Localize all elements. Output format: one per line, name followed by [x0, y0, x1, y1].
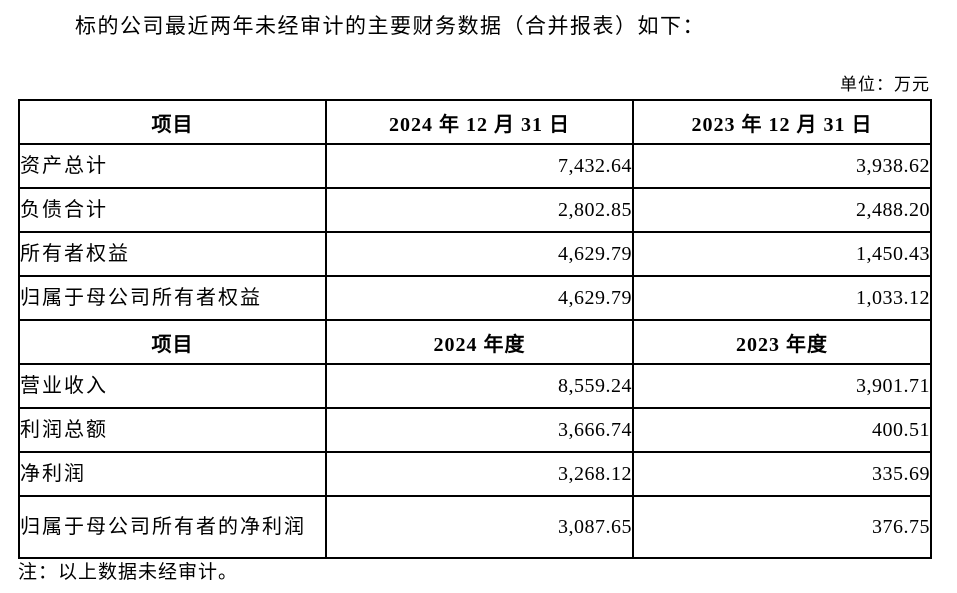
table-row-equity-parent: 归属于母公司所有者权益 4,629.79 1,033.12: [18, 275, 932, 321]
header-cell-year-2024: 2024 年度: [325, 319, 634, 365]
row-value-2024: 3,268.12: [325, 451, 634, 497]
row-value-2024: 2,802.85: [325, 187, 634, 233]
row-label: 所有者权益: [18, 231, 327, 277]
row-label: 净利润: [18, 451, 327, 497]
header-cell-item: 项目: [18, 99, 327, 145]
header-cell-year-2023: 2023 年度: [632, 319, 932, 365]
row-value-2023: 335.69: [632, 451, 932, 497]
row-value-2023: 1,450.43: [632, 231, 932, 277]
row-value-2023: 400.51: [632, 407, 932, 453]
row-value-2024: 7,432.64: [325, 143, 634, 189]
table-row-net-profit: 净利润 3,268.12 335.69: [18, 451, 932, 497]
row-value-2023: 3,901.71: [632, 363, 932, 409]
row-value-2024: 4,629.79: [325, 275, 634, 321]
row-value-2023: 2,488.20: [632, 187, 932, 233]
table-row-net-profit-parent: 归属于母公司所有者的净利润 3,087.65 376.75: [18, 495, 932, 559]
row-value-2023: 1,033.12: [632, 275, 932, 321]
row-label: 利润总额: [18, 407, 327, 453]
row-value-2024: 3,666.74: [325, 407, 634, 453]
row-value-2024: 3,087.65: [325, 495, 634, 559]
row-label: 营业收入: [18, 363, 327, 409]
row-value-2023: 3,938.62: [632, 143, 932, 189]
table-row-total-assets: 资产总计 7,432.64 3,938.62: [18, 143, 932, 189]
unit-label: 单位：万元: [840, 75, 930, 94]
row-label: 负债合计: [18, 187, 327, 233]
header-cell-item: 项目: [18, 319, 327, 365]
header-cell-date-2024: 2024 年 12 月 31 日: [325, 99, 634, 145]
row-label: 归属于母公司所有者的净利润: [18, 495, 327, 559]
income-statement-header-row: 项目 2024 年度 2023 年度: [18, 319, 932, 365]
row-label: 资产总计: [18, 143, 327, 189]
table-row-total-profit: 利润总额 3,666.74 400.51: [18, 407, 932, 453]
footnote: 注：以上数据未经审计。: [18, 562, 239, 583]
row-value-2024: 8,559.24: [325, 363, 634, 409]
balance-sheet-header-row: 项目 2024 年 12 月 31 日 2023 年 12 月 31 日: [18, 99, 932, 145]
table-row-total-liabilities: 负债合计 2,802.85 2,488.20: [18, 187, 932, 233]
table-row-owners-equity: 所有者权益 4,629.79 1,450.43: [18, 231, 932, 277]
header-cell-date-2023: 2023 年 12 月 31 日: [632, 99, 932, 145]
row-value-2024: 4,629.79: [325, 231, 634, 277]
row-value-2023: 376.75: [632, 495, 932, 559]
row-label: 归属于母公司所有者权益: [18, 275, 327, 321]
table-row-operating-revenue: 营业收入 8,559.24 3,901.71: [18, 363, 932, 409]
financial-data-table: 项目 2024 年 12 月 31 日 2023 年 12 月 31 日 资产总…: [18, 99, 932, 559]
page-title: 标的公司最近两年未经审计的主要财务数据（合并报表）如下：: [75, 14, 705, 38]
